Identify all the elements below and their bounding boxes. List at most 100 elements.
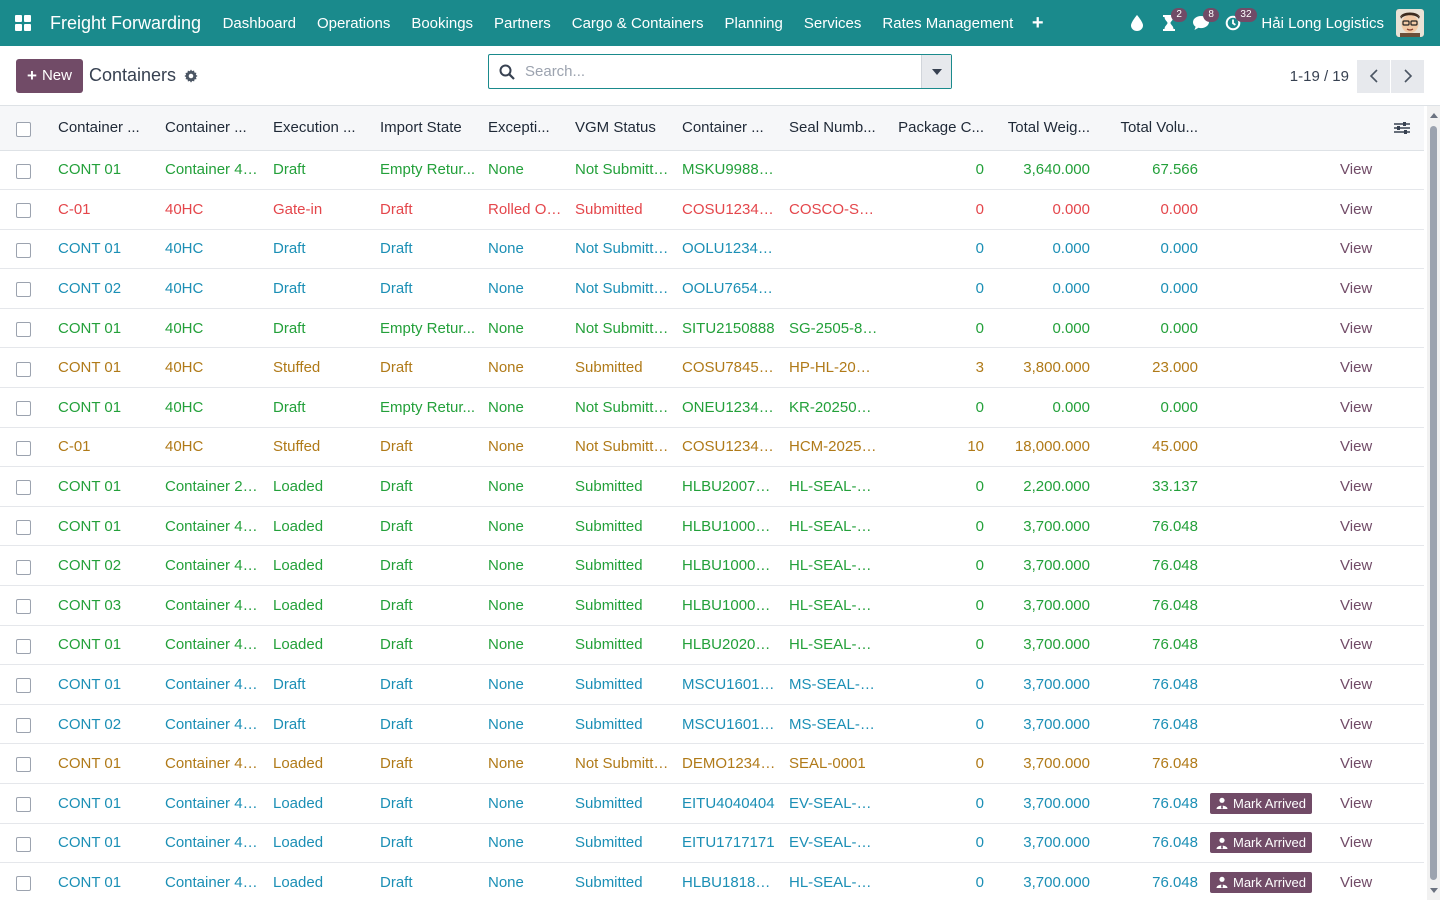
cell-total-volume[interactable]: 0.000 [1096, 268, 1204, 309]
table-row[interactable]: CONT 02 Container 40... Draft Draft None Subm… [0, 704, 1424, 745]
cell-container-name[interactable]: C-01 [52, 189, 159, 230]
cell-vgm-status[interactable]: Submitted [569, 506, 676, 547]
company-switcher[interactable]: Hải Long Logistics [1261, 14, 1384, 32]
cell-container-name[interactable]: CONT 01 [52, 308, 159, 349]
cell-package-count[interactable]: 0 [884, 862, 990, 900]
cell-total-volume[interactable]: 45.000 [1096, 427, 1204, 468]
cell-total-volume[interactable]: 76.048 [1096, 506, 1204, 547]
cell-container-type[interactable]: Container 40... [159, 743, 267, 784]
cell-package-count[interactable]: 0 [884, 823, 990, 864]
cell-import-state[interactable]: Draft [374, 466, 482, 507]
view-link[interactable]: View [1326, 387, 1424, 428]
cell-container-name[interactable]: CONT 02 [52, 704, 159, 745]
cell-total-volume[interactable]: 76.048 [1096, 823, 1204, 864]
cell-container-type[interactable]: Container 40... [159, 585, 267, 626]
cell-total-volume[interactable]: 76.048 [1096, 704, 1204, 745]
cell-seal-number[interactable]: MS-SEAL-102 [783, 704, 884, 745]
cell-total-weight[interactable]: 3,700.000 [990, 625, 1096, 666]
cell-container-type[interactable]: Container 40... [159, 704, 267, 745]
scroll-thumb[interactable] [1430, 126, 1437, 880]
cell-seal-number[interactable]: EV-SEAL-020 [783, 783, 884, 824]
activity-hourglass-icon[interactable]: 2 [1153, 0, 1187, 46]
cell-total-volume[interactable]: 67.566 [1096, 150, 1204, 191]
cell-total-volume[interactable]: 23.000 [1096, 347, 1204, 389]
app-menu-icon[interactable] [0, 0, 46, 46]
messages-icon[interactable]: 8 [1185, 0, 1219, 46]
cell-seal-number[interactable]: SG-2505-88A [783, 308, 884, 349]
cell-vgm-status[interactable]: Submitted [569, 704, 676, 745]
cell-import-state[interactable]: Draft [374, 862, 482, 900]
cell-execution-state[interactable]: Gate-in [267, 189, 374, 230]
cell-exception[interactable]: None [482, 387, 569, 428]
cell-total-volume[interactable]: 76.048 [1096, 585, 1204, 626]
cell-container-name[interactable]: CONT 01 [52, 664, 159, 705]
row-checkbox[interactable] [0, 704, 52, 745]
cell-import-state[interactable]: Draft [374, 585, 482, 626]
cell-total-volume[interactable]: 0.000 [1096, 189, 1204, 230]
cell-seal-number[interactable]: SEAL-0001 [783, 743, 884, 784]
cell-seal-number[interactable]: HP-HL-2025... [783, 347, 884, 389]
cell-package-count[interactable]: 0 [884, 308, 990, 349]
row-checkbox[interactable] [0, 466, 52, 507]
table-row[interactable]: C-01 40HC Stuffed Draft None Not Submitted COS… [0, 427, 1424, 468]
user-avatar[interactable] [1396, 9, 1424, 37]
cell-total-volume[interactable]: 76.048 [1096, 625, 1204, 666]
table-row[interactable]: CONT 01 Container 40... Draft Empty Retur..… [0, 150, 1424, 191]
scroll-up-arrow-icon[interactable] [1430, 113, 1438, 118]
cell-container-number[interactable]: HLBU1000002 [676, 545, 783, 587]
cell-import-state[interactable]: Draft [374, 823, 482, 864]
cell-vgm-status[interactable]: Submitted [569, 585, 676, 626]
menu-operations[interactable]: Operations [316, 14, 391, 32]
mark-arrived-button[interactable]: Mark Arrived [1210, 792, 1312, 814]
table-row[interactable]: CONT 01 Container 40... Loaded Draft None Sub… [0, 783, 1424, 824]
cell-exception[interactable]: None [482, 347, 569, 389]
cell-container-number[interactable]: COSU7845621 [676, 347, 783, 389]
new-button[interactable]: + New [16, 58, 83, 93]
cell-total-volume[interactable]: 0.000 [1096, 308, 1204, 349]
cell-container-number[interactable]: HLBU1000001 [676, 506, 783, 547]
cell-container-number[interactable]: OOLU1234567 [676, 229, 783, 270]
row-checkbox[interactable] [0, 823, 52, 864]
table-row[interactable]: C-01 40HC Gate-in Draft Rolled Over Submitted… [0, 189, 1424, 230]
cell-container-number[interactable]: HLBU2007201 [676, 466, 783, 507]
row-checkbox[interactable] [0, 427, 52, 468]
cell-container-number[interactable]: MSKU99887... [676, 150, 783, 191]
cell-total-weight[interactable]: 0.000 [990, 308, 1096, 349]
cell-exception[interactable]: None [482, 308, 569, 349]
cell-container-type[interactable]: 40HC [159, 308, 267, 349]
cell-exception[interactable]: None [482, 783, 569, 824]
cell-seal-number[interactable]: HCM-2025-0... [783, 427, 884, 468]
cell-container-type[interactable]: Container 40... [159, 664, 267, 705]
app-brand[interactable]: Freight Forwarding [50, 12, 202, 33]
view-link[interactable]: View [1326, 308, 1424, 349]
cell-package-count[interactable]: 0 [884, 387, 990, 428]
cell-import-state[interactable]: Draft [374, 545, 482, 587]
cell-package-count[interactable]: 3 [884, 347, 990, 389]
cell-total-volume[interactable]: 76.048 [1096, 545, 1204, 587]
cell-import-state[interactable]: Draft [374, 625, 482, 666]
cell-exception[interactable]: None [482, 823, 569, 864]
cell-execution-state[interactable]: Loaded [267, 506, 374, 547]
cell-total-weight[interactable]: 3,700.000 [990, 823, 1096, 864]
cell-total-volume[interactable]: 76.048 [1096, 783, 1204, 824]
menu-rates-management[interactable]: Rates Management [882, 14, 1014, 32]
cell-exception[interactable]: None [482, 625, 569, 666]
mark-arrived-button[interactable]: Mark Arrived [1210, 871, 1312, 893]
table-row[interactable]: CONT 01 40HC Stuffed Draft None Submitted COSU… [0, 347, 1424, 389]
col-total-weight[interactable]: Total Weig... [990, 106, 1096, 151]
cell-execution-state[interactable]: Loaded [267, 545, 374, 587]
row-checkbox[interactable] [0, 150, 52, 191]
cell-container-number[interactable]: HLBU1000003 [676, 585, 783, 626]
cell-container-number[interactable]: MSCU16016... [676, 704, 783, 745]
cell-vgm-status[interactable]: Submitted [569, 823, 676, 864]
cell-import-state[interactable]: Draft [374, 783, 482, 824]
sliders-icon[interactable] [1394, 121, 1410, 135]
cell-package-count[interactable]: 0 [884, 229, 990, 270]
cell-package-count[interactable]: 0 [884, 743, 990, 784]
cell-vgm-status[interactable]: Not Submitted [569, 308, 676, 349]
menu-planning[interactable]: Planning [724, 14, 783, 32]
view-link[interactable]: View [1326, 506, 1424, 547]
search-options-toggle[interactable] [921, 55, 951, 88]
cell-package-count[interactable]: 0 [884, 585, 990, 626]
cell-package-count[interactable]: 0 [884, 189, 990, 230]
